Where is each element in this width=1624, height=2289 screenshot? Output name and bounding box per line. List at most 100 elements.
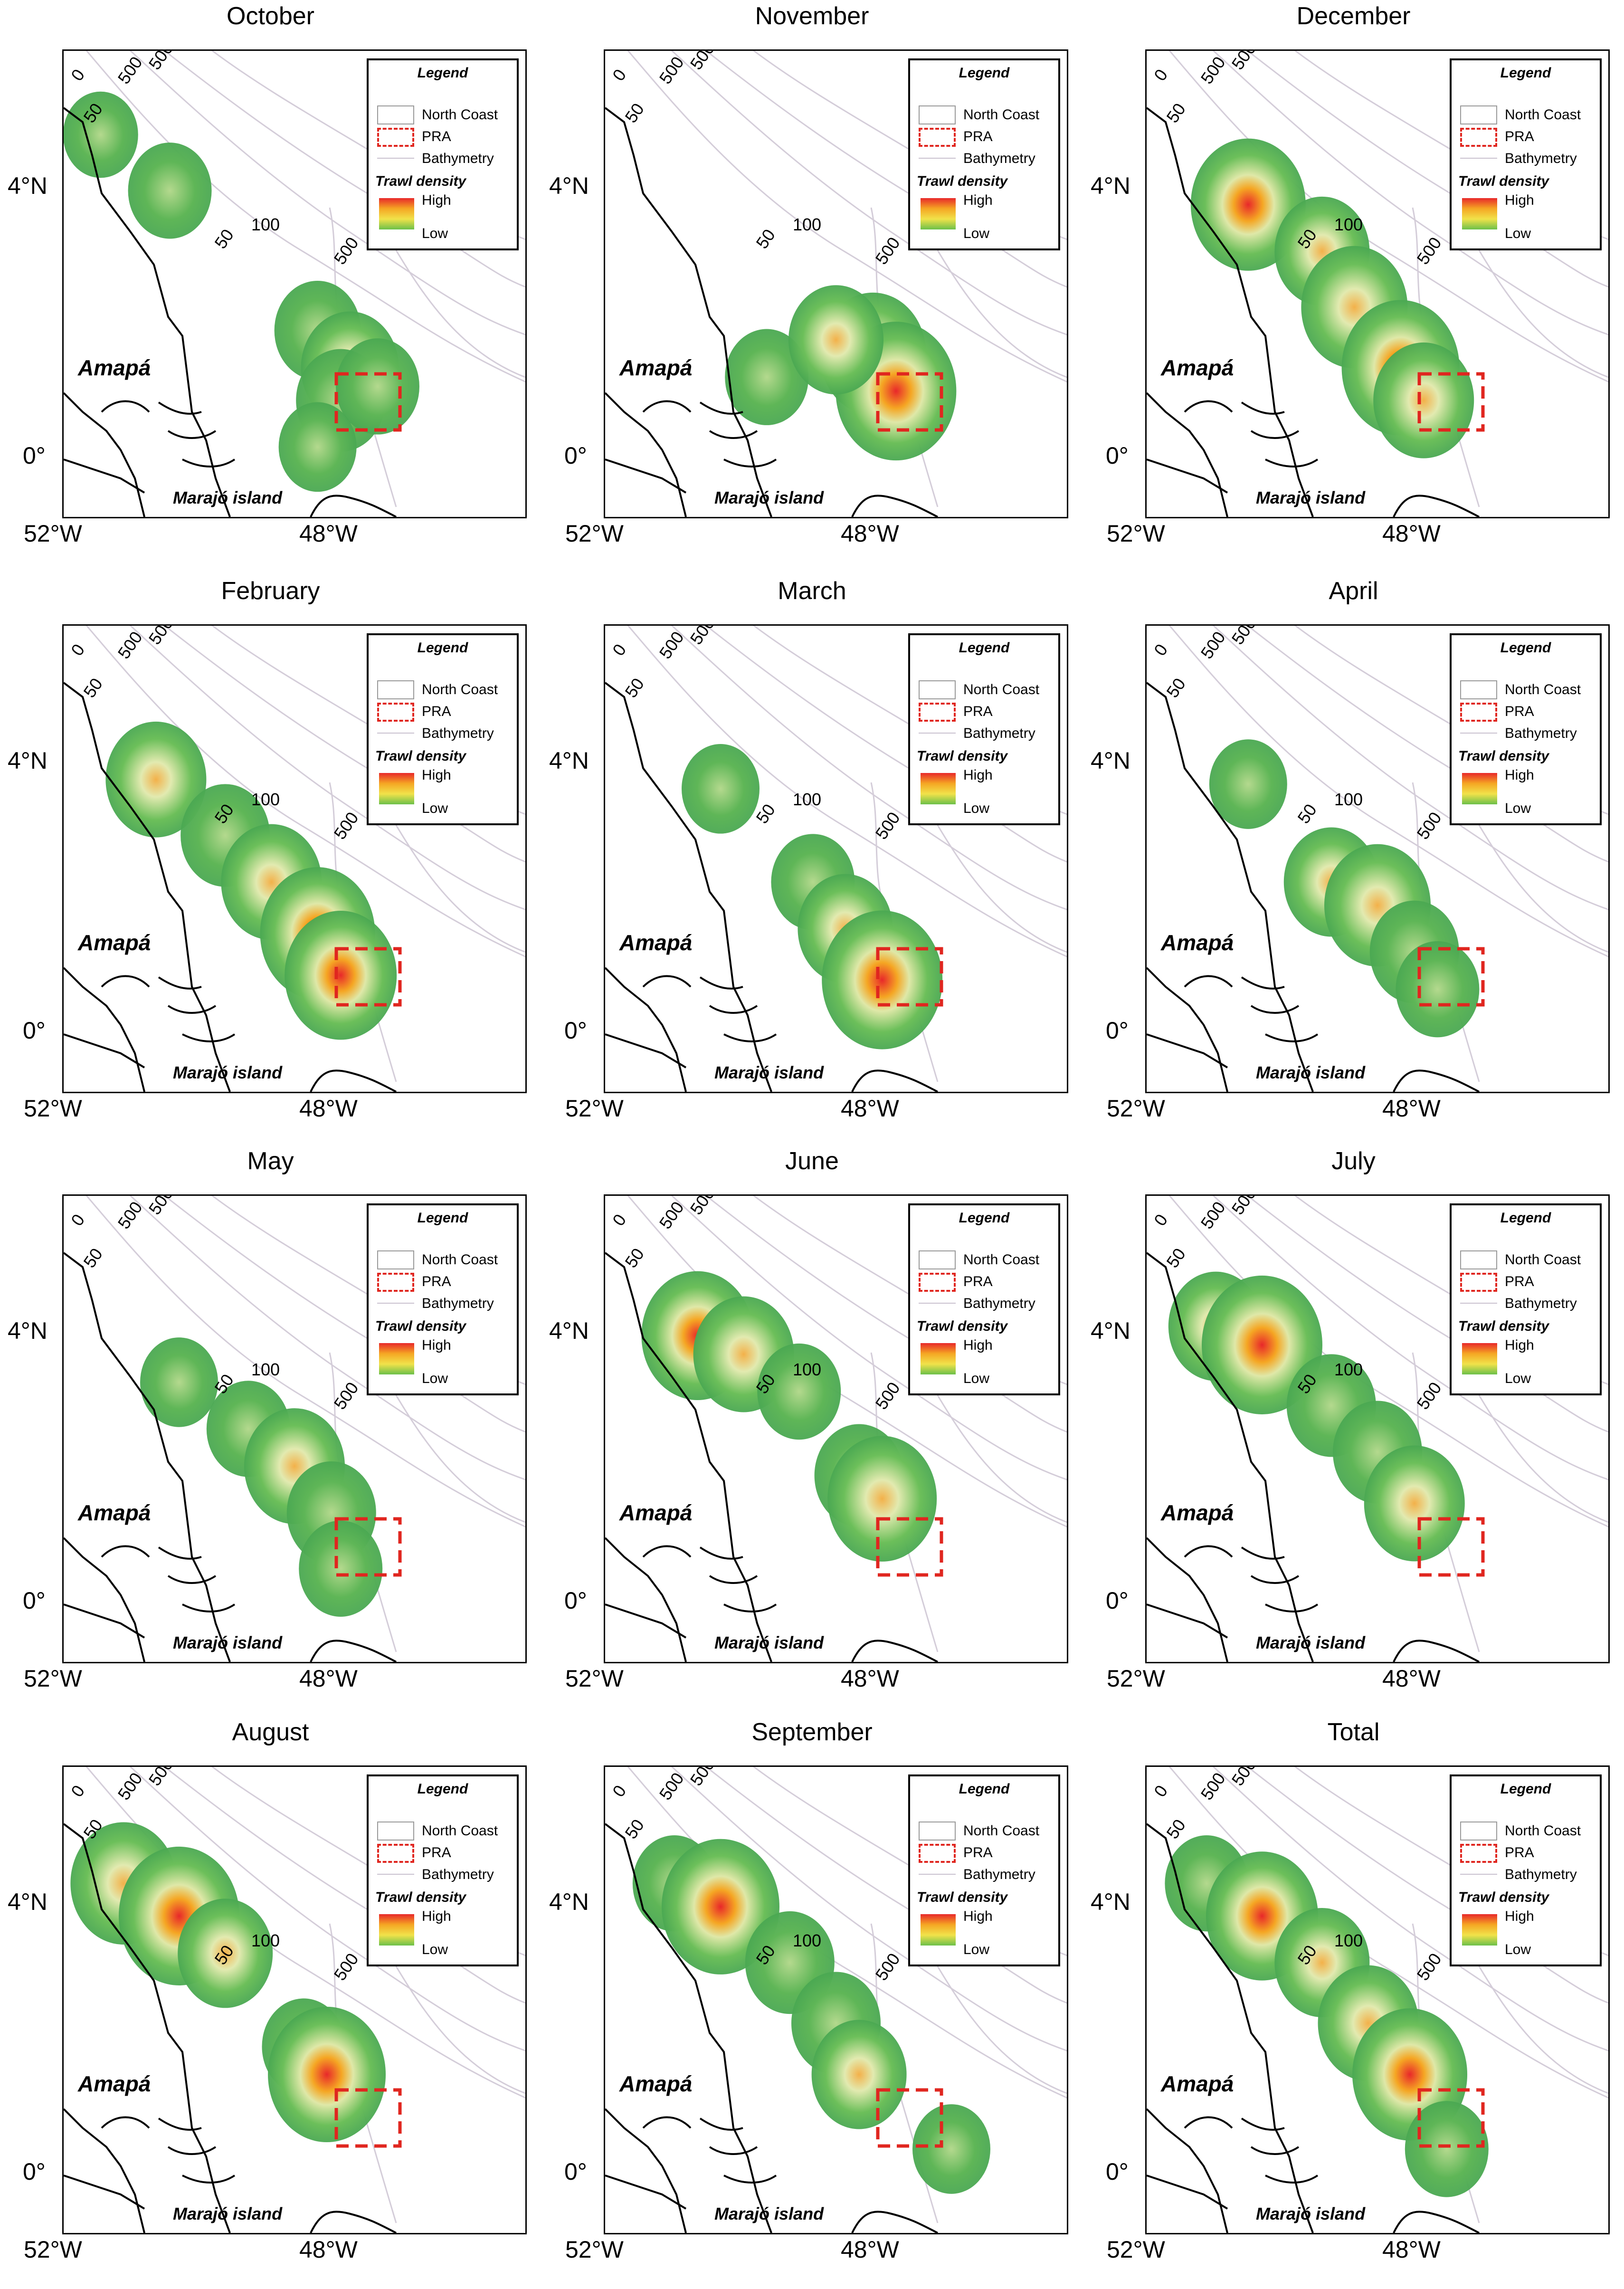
longitude-52w-label: 52°W [1107,1095,1165,1122]
map-panel-february: February 4°N 0° 52°W 48°W [0,575,541,1147]
density-gradient-swatch [921,1914,956,1946]
density-high-label: High [1505,1337,1534,1353]
pra-swatch [377,1844,414,1863]
bathymetry-swatch [919,1874,956,1875]
pra-box [1417,1517,1485,1577]
legend-title: Legend [1500,1210,1551,1226]
panel-title: December [1296,2,1411,30]
density-high-label: High [422,192,451,208]
panel-title: September [751,1718,873,1746]
depth-label-100: 100 [1334,790,1363,809]
map-legend: Legend North Coast PRA Bathymetry Trawl … [367,58,519,250]
longitude-52w-label: 52°W [24,1665,82,1692]
north-coast-swatch [1460,105,1497,124]
map-legend: Legend North Coast PRA Bathymetry Trawl … [908,1203,1060,1395]
pra-box [876,2088,943,2148]
bathymetry-swatch [377,1303,414,1304]
legend-title: Legend [417,1781,468,1797]
north-coast-label: North Coast [422,1823,498,1839]
bathymetry-swatch [1460,1303,1497,1304]
longitude-52w-label: 52°W [565,1095,624,1122]
coastline [1147,1252,1480,1662]
map-legend: Legend North Coast PRA Bathymetry Trawl … [1450,58,1602,250]
basemap [64,51,525,517]
depth-label-100: 100 [793,790,822,809]
map-frame: 0 50 500 500 100 50 500 Amapá Marajó isl… [604,1194,1068,1663]
bathymetry-swatch [1460,733,1497,734]
map-legend: Legend North Coast PRA Bathymetry Trawl … [908,58,1060,250]
trawl-density-title: Trawl density [375,173,466,189]
north-coast-swatch [377,1250,414,1269]
pra-box [876,947,943,1007]
coastline [64,107,397,517]
map-legend: Legend North Coast PRA Bathymetry Trawl … [1450,633,1602,825]
latitude-4n-label: 4°N [8,747,47,774]
density-high-label: High [1505,1908,1534,1924]
coastline [605,1252,938,1662]
pra-label: PRA [963,1274,993,1289]
density-hotspot [64,91,138,178]
panel-title: November [755,2,869,30]
island-label-marajo: Marajó island [173,1063,283,1082]
latitude-0-label: 0° [1106,1017,1129,1044]
pra-swatch [919,1273,956,1292]
basemap [1147,626,1608,1092]
latitude-0-label: 0° [564,1017,587,1044]
legend-title: Legend [1500,1781,1551,1797]
north-coast-swatch [377,1822,414,1841]
legend-title: Legend [417,65,468,81]
pra-label: PRA [1505,129,1534,144]
pra-label: PRA [422,704,451,719]
longitude-52w-label: 52°W [565,1665,624,1692]
density-hotspot [1373,342,1474,458]
coastline [605,1823,938,2233]
north-coast-label: North Coast [1505,1252,1581,1268]
legend-title: Legend [1500,640,1551,656]
bathymetry-label: Bathymetry [422,151,494,166]
longitude-48w-label: 48°W [841,520,899,547]
legend-title: Legend [1500,65,1551,81]
latitude-4n-label: 4°N [1091,1888,1130,1915]
north-coast-label: North Coast [1505,1823,1581,1839]
region-label-amapa: Amapá [619,355,693,380]
region-label-amapa: Amapá [619,2071,693,2096]
region-label-amapa: Amapá [78,355,151,380]
panel-title: May [247,1147,294,1175]
trawl-density-title: Trawl density [375,1889,466,1905]
longitude-48w-label: 48°W [1382,1665,1441,1692]
density-low-label: Low [963,1371,990,1386]
bathymetry-label: Bathymetry [1505,725,1577,741]
density-hotspot [725,329,809,425]
density-gradient-swatch [921,773,956,804]
bathymetry-label: Bathymetry [1505,1296,1577,1311]
pra-label: PRA [963,704,993,719]
map-panel-april: April 4°N 0° 52°W 48°W [1083,575,1624,1147]
pra-box [1417,372,1485,432]
density-low-label: Low [963,801,990,816]
latitude-0-label: 0° [564,442,587,469]
coastline [64,682,397,1092]
bathymetry-label: Bathymetry [1505,151,1577,166]
north-coast-swatch [919,1822,956,1841]
bathymetry-label: Bathymetry [963,151,1035,166]
density-gradient-swatch [379,1343,414,1374]
map-frame: 0 50 500 500 100 50 500 Amapá Marajó isl… [604,624,1068,1093]
map-frame: 0 50 500 500 100 50 500 Amapá Marajó isl… [604,1765,1068,2234]
density-hotspot [811,2020,907,2129]
pra-swatch [919,1844,956,1863]
basemap [1147,51,1608,517]
coastline [64,1252,397,1662]
depth-label-100: 100 [793,1360,822,1379]
density-hotspot [1405,2101,1489,2197]
map-frame: 0 50 500 500 100 50 500 Amapá Marajó isl… [62,49,527,518]
pra-box [876,372,943,432]
coastline [64,1823,397,2233]
trawl-density-layer [1209,739,1480,1038]
longitude-48w-label: 48°W [299,2236,358,2263]
island-label-marajo: Marajó island [714,1063,824,1082]
pra-swatch [1460,1273,1497,1292]
longitude-48w-label: 48°W [841,1095,899,1122]
pra-swatch [377,703,414,722]
density-gradient-swatch [379,198,414,229]
north-coast-label: North Coast [1505,107,1581,123]
